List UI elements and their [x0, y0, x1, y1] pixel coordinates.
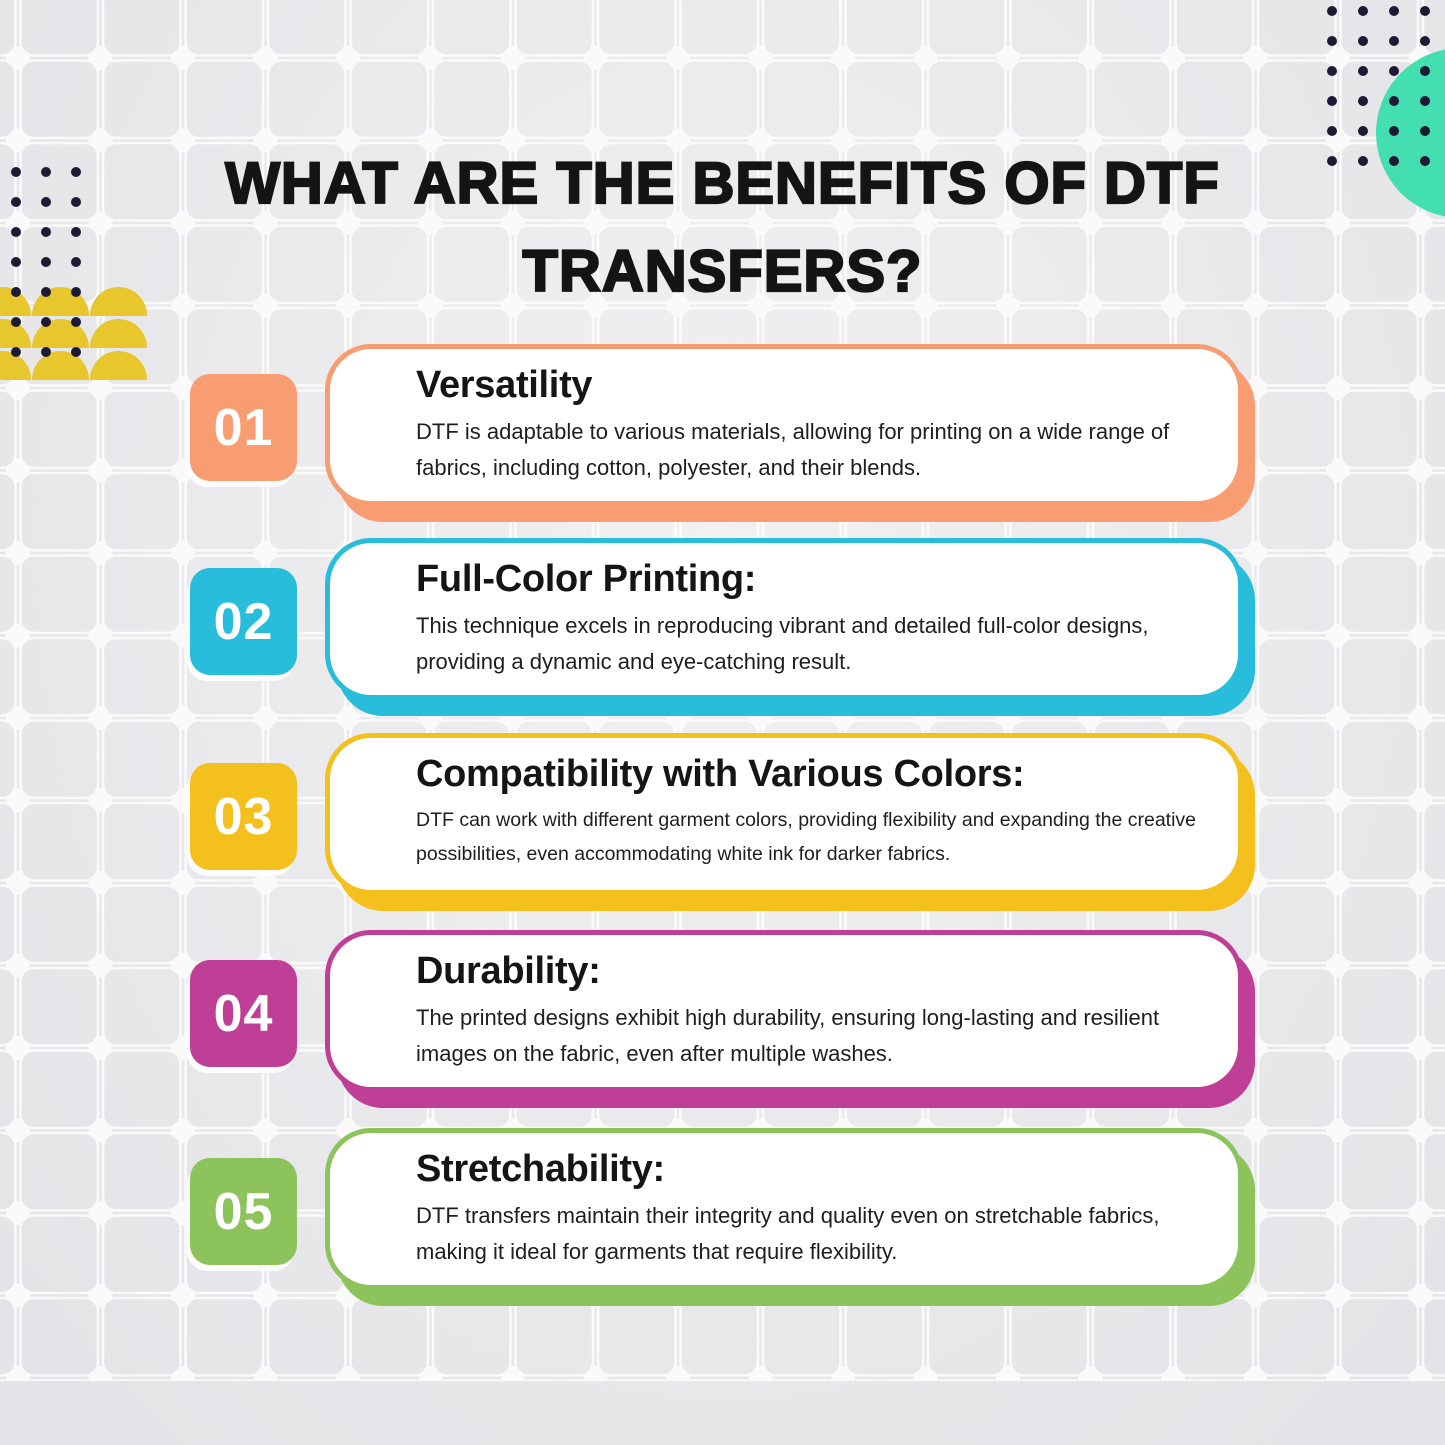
benefit-description: DTF is adaptable to various materials, a…	[416, 419, 1170, 480]
step-number-badge: 05	[190, 1158, 297, 1265]
dot	[1419, 66, 1430, 76]
benefit-card: Stretchability: DTF transfers maintain t…	[325, 1128, 1243, 1290]
dot	[11, 257, 21, 267]
dot	[1388, 66, 1399, 76]
dot	[71, 197, 81, 207]
benefit-card: Compatibility with Various Colors: DTF c…	[325, 733, 1243, 895]
step-number: 05	[213, 1182, 274, 1241]
dot	[1357, 126, 1368, 136]
benefit-description: The printed designs exhibit high durabil…	[416, 1005, 1160, 1066]
step-number-badge: 02	[190, 568, 297, 675]
dot	[11, 347, 21, 357]
dot	[1357, 96, 1368, 106]
benefit-card: Versatility DTF is adaptable to various …	[325, 344, 1243, 506]
dot	[1326, 36, 1337, 46]
dot-grid-left	[1, 157, 91, 367]
dot	[1357, 156, 1368, 166]
dot	[41, 167, 51, 177]
scallop-dome	[90, 351, 147, 380]
dot	[11, 167, 21, 177]
dot	[1419, 126, 1430, 136]
benefit-heading: Stretchability:	[416, 1148, 665, 1190]
dot	[1388, 6, 1399, 16]
dot	[1419, 156, 1430, 166]
dot	[1326, 6, 1337, 16]
step-number-badge: 01	[190, 374, 297, 481]
benefit-heading: Full-Color Printing:	[416, 558, 757, 600]
dot	[41, 227, 51, 237]
dot	[41, 347, 51, 357]
dot	[1419, 36, 1430, 46]
step-number-badge: 03	[190, 763, 297, 870]
benefit-description: DTF transfers maintain their integrity a…	[416, 1203, 1160, 1264]
dot	[41, 257, 51, 267]
benefit-heading: Versatility	[416, 364, 593, 406]
dot-grid-top-right	[1316, 0, 1440, 176]
benefit-description: This technique excels in reproducing vib…	[416, 613, 1149, 674]
dot	[1388, 126, 1399, 136]
dot	[71, 287, 81, 297]
dot	[41, 287, 51, 297]
benefit-card: Durability: The printed designs exhibit …	[325, 930, 1243, 1092]
dot	[1326, 156, 1337, 166]
dot	[1357, 6, 1368, 16]
step-number: 02	[213, 592, 274, 651]
dot	[1388, 156, 1399, 166]
dot	[41, 197, 51, 207]
scallop-dome	[90, 319, 147, 348]
dot	[11, 197, 21, 207]
page-title: WHAT ARE THE BENEFITS OF DTF TRANSFERS?	[0, 140, 1445, 316]
dot	[71, 167, 81, 177]
dot	[1419, 96, 1430, 106]
scallop-row	[0, 319, 147, 348]
dot	[1357, 36, 1368, 46]
dot	[1326, 66, 1337, 76]
dot	[11, 287, 21, 297]
dot	[11, 227, 21, 237]
dot	[1388, 96, 1399, 106]
dot	[1326, 96, 1337, 106]
step-number-badge: 04	[190, 960, 297, 1067]
dot	[71, 227, 81, 237]
dot	[41, 317, 51, 327]
page-title-line1: WHAT ARE THE BENEFITS OF DTF	[224, 150, 1220, 217]
step-number: 01	[213, 398, 274, 457]
dot	[11, 317, 21, 327]
dot	[1357, 66, 1368, 76]
page-title-line2: TRANSFERS?	[521, 238, 923, 305]
dot	[1388, 36, 1399, 46]
step-number: 03	[213, 787, 274, 846]
benefit-card: Full-Color Printing: This technique exce…	[325, 538, 1243, 700]
step-number: 04	[213, 984, 274, 1043]
dot	[1326, 126, 1337, 136]
dot	[71, 257, 81, 267]
dot	[71, 317, 81, 327]
benefit-description: DTF can work with different garment colo…	[416, 809, 1197, 865]
benefit-heading: Durability:	[416, 950, 601, 992]
dot	[1419, 6, 1430, 16]
dot	[71, 347, 81, 357]
benefit-heading: Compatibility with Various Colors:	[416, 753, 1025, 795]
scallop-row	[0, 351, 147, 380]
